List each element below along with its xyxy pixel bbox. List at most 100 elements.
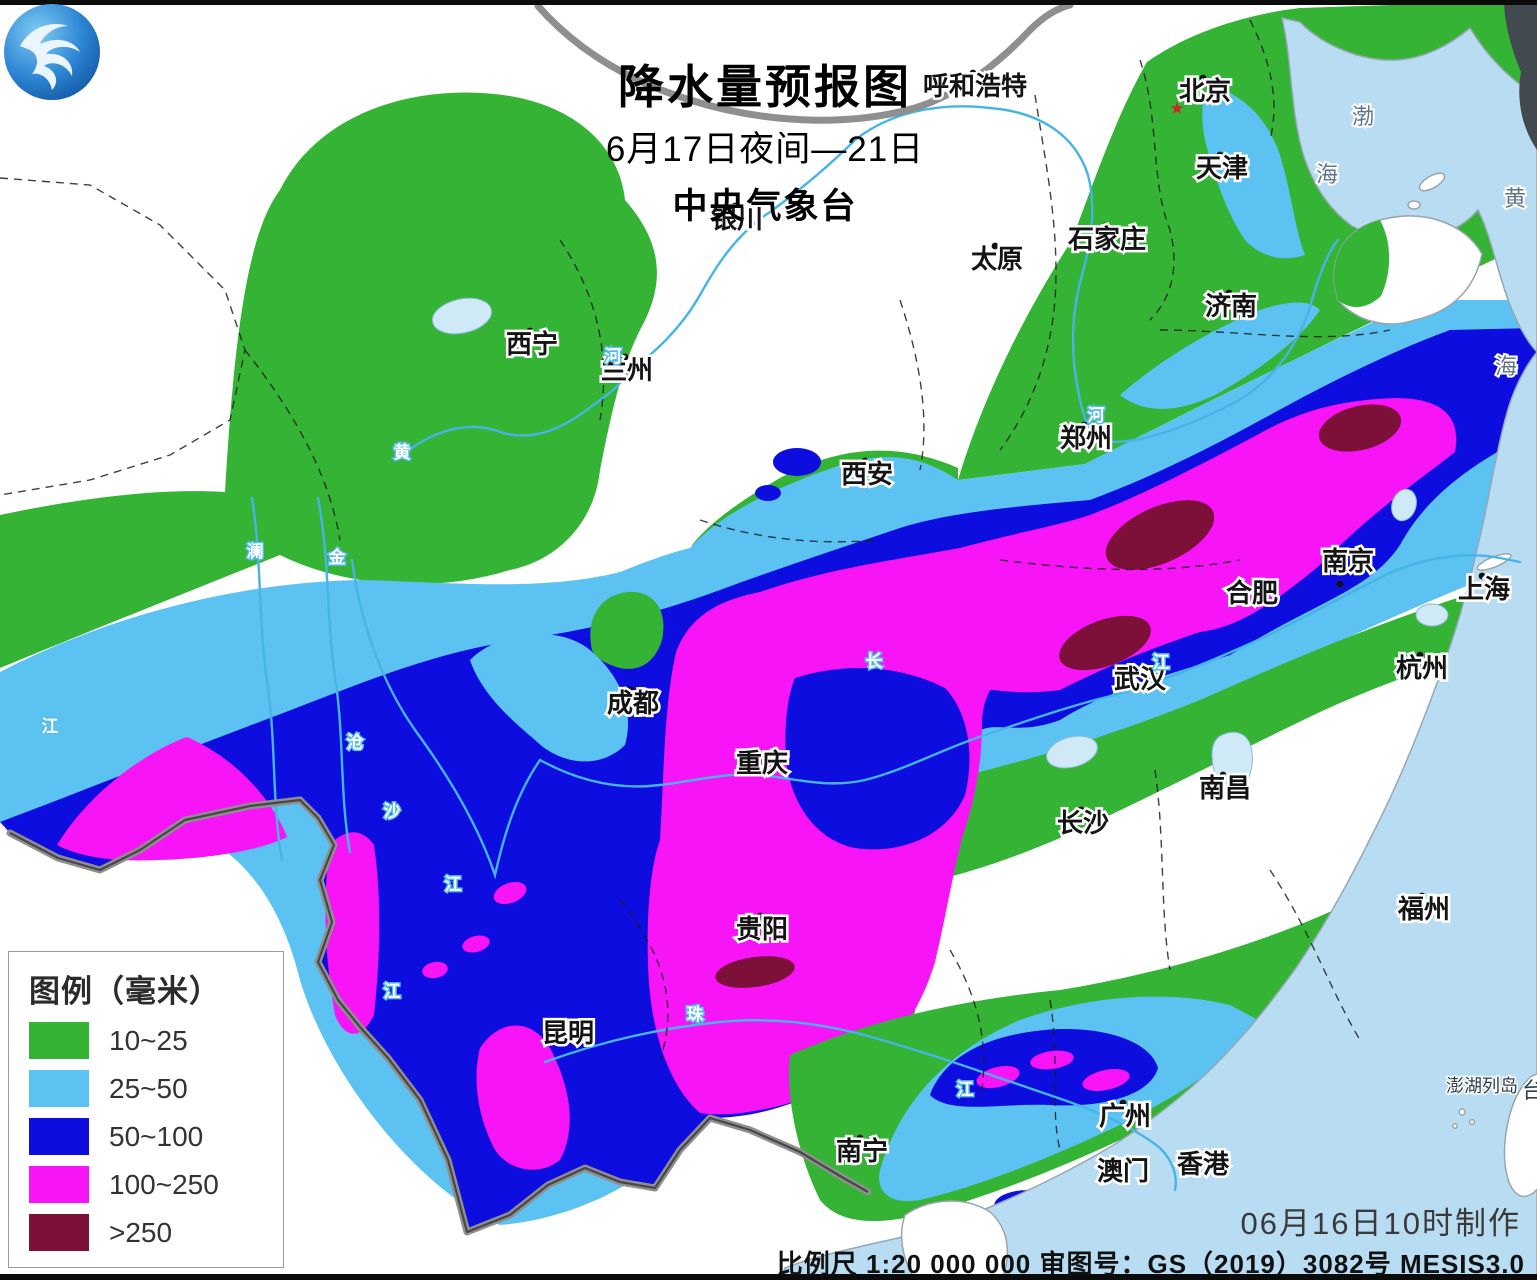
city-dot — [861, 457, 869, 465]
province-border-inner-mongolia — [1249, 19, 1275, 141]
city-dot — [1101, 222, 1109, 230]
city-dot — [621, 353, 629, 361]
city-dot — [1119, 1099, 1127, 1107]
legend-label: 100~250 — [109, 1168, 219, 1200]
river-label: 河 — [605, 347, 622, 366]
city-label: 郑州 — [1060, 423, 1112, 453]
city-dot — [1219, 771, 1227, 779]
city-label: 银川 — [711, 204, 763, 234]
river-label: 沙 — [384, 802, 401, 821]
bohai-yellow-sea — [1280, 17, 1537, 354]
city-dot — [1478, 572, 1486, 580]
province-border-shanxi — [999, 94, 1057, 451]
province-border-shaanxi — [899, 299, 925, 471]
city-label: 广州 — [1099, 1101, 1151, 1131]
capital-star-marker: ★ — [1169, 99, 1184, 118]
scale-and-approval-line: 比例尺 1:20 000 000 审图号：GS（2019）3082号 MESIS… — [776, 1249, 1525, 1279]
penghu-islet-1 — [1458, 1108, 1466, 1116]
yellow-river — [398, 105, 1340, 460]
river-label: 澜 — [247, 541, 264, 561]
city-dot — [756, 912, 764, 920]
rain-zone-lightblue-jinan — [1120, 302, 1320, 409]
island-label: 台 — [1522, 1078, 1537, 1103]
province-border-hunan-jiangxi — [1154, 769, 1171, 971]
city-dot — [526, 327, 534, 335]
city-label: 重庆 — [736, 748, 788, 778]
city-dot — [856, 1134, 864, 1142]
logo-swirl — [20, 24, 80, 90]
sea-label: 黄 — [1504, 186, 1526, 211]
legend-row: 100~250 — [29, 1166, 283, 1203]
sea-label: 海 — [1316, 162, 1338, 187]
city-dot — [627, 686, 635, 694]
city-label: 西宁 — [506, 329, 558, 359]
hongze-lake — [1391, 488, 1417, 522]
city-label: 南昌 — [1199, 773, 1251, 803]
river-label: 江 — [957, 1080, 974, 1099]
city-dot — [1270, 579, 1278, 587]
city-dot — [1216, 151, 1224, 159]
river-label: 江 — [384, 982, 401, 1001]
sea-label: 渤 — [1352, 104, 1374, 129]
legend-box: 图例（毫米） 10~25 25~50 50~100 100~250 >250 — [8, 951, 284, 1268]
city-label: 南宁 — [836, 1136, 888, 1166]
legend-label: 25~50 — [109, 1072, 188, 1104]
rain-zone-magenta-west-patch — [57, 737, 287, 861]
legend-color-swatch — [29, 1118, 89, 1155]
legend-label: >250 — [109, 1216, 173, 1248]
rain-zone-magenta-spot-1 — [493, 881, 527, 905]
legend-color-swatch — [29, 1070, 89, 1107]
city-label: 成都 — [607, 688, 659, 718]
rain-zone-magenta-core-band — [647, 398, 1457, 1115]
city-label: 上海 — [1458, 574, 1510, 604]
river-label: 江 — [42, 717, 59, 736]
city-label: 石家庄 — [1067, 224, 1146, 254]
legend-color-swatch — [29, 1022, 89, 1059]
legend-row: >250 — [29, 1214, 283, 1251]
lancang-river — [250, 496, 284, 862]
rain-zone-magenta-yunnan-border — [325, 832, 380, 1034]
yangtze-main — [538, 554, 1522, 788]
river-label: 江 — [1153, 653, 1170, 672]
province-border-shandong — [1159, 329, 1391, 338]
title-block: 降水量预报图 6月17日夜间—21日 中央气象台 — [535, 62, 995, 229]
national-border-southwest-core — [9, 798, 869, 1234]
legend-row: 25~50 — [29, 1070, 283, 1107]
legend-label: 10~25 — [109, 1024, 188, 1056]
bohai-island-1 — [1418, 172, 1446, 192]
legend-row: 10~25 — [29, 1022, 283, 1059]
pearl-river — [543, 1019, 1177, 1192]
legend-title: 图例（毫米） — [29, 974, 221, 1009]
rain-zone-green-chengdu-wedge — [590, 591, 664, 669]
city-label: 呼和浩特 — [923, 71, 1027, 101]
sea-label: 海 — [1495, 354, 1517, 379]
city-label: 贵阳 — [736, 914, 788, 944]
top-frame-bar — [0, 0, 1537, 5]
province-border-tibet-qinghai — [244, 349, 341, 541]
river-label: 河 — [1088, 406, 1105, 425]
forecast-date-range: 6月17日夜间—21日 — [605, 129, 925, 169]
rain-zone-maroon-guizhou — [715, 956, 795, 988]
rain-zone-maroon-hubei — [1059, 615, 1151, 671]
taihu-lake — [1415, 603, 1449, 627]
poyang-lake — [1211, 731, 1253, 799]
city-label: 澳门 — [1097, 1156, 1149, 1186]
city-label: 北京 — [1179, 76, 1231, 106]
rain-zone-maroon-jiangsu — [1318, 404, 1402, 452]
rain-zone-magenta-spot-2 — [462, 935, 490, 953]
bohai-island-2 — [1407, 200, 1421, 210]
rain-zone-magenta-south-spot-2 — [1030, 1050, 1074, 1070]
jinsha-river — [316, 496, 352, 854]
qinghai-lake — [431, 297, 493, 335]
yangtze-upper — [350, 558, 542, 880]
river-label: 金 — [328, 547, 347, 567]
rain-zone-green-south-rim — [871, 580, 1537, 888]
province-border-qinghai-gansu — [559, 239, 605, 421]
korea-edge — [1504, 0, 1537, 150]
rain-zone-green-northwest — [0, 92, 657, 668]
city-dot — [1225, 289, 1233, 297]
city-label: 香港 — [1177, 1149, 1230, 1179]
rain-zone-magenta-spot-3 — [422, 961, 448, 979]
